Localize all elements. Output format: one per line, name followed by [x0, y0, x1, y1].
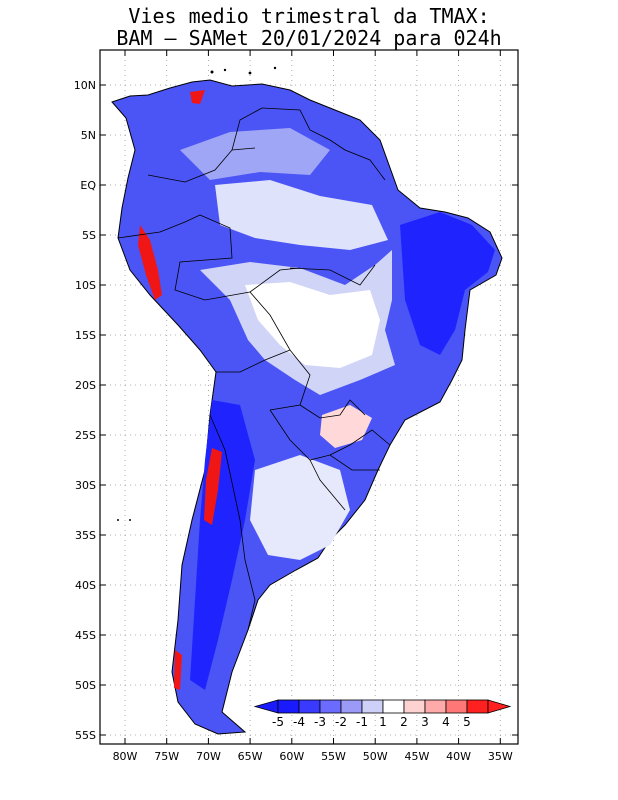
- colorbar-label: 1: [379, 715, 387, 729]
- colorbar-label: 3: [421, 715, 429, 729]
- country-borders: [117, 107, 391, 631]
- bias-region-light-south: [250, 455, 350, 560]
- lat-tick-label: 15S: [75, 329, 96, 342]
- chart-title-line2: BAM – SAMet 20/01/2024 para 024h: [116, 26, 502, 50]
- lat-tick-label: 45S: [75, 629, 96, 642]
- south-america-landmass: [111, 79, 503, 735]
- bias-map: [111, 66, 503, 735]
- longitude-labels: 80W 75W 70W 65W 60W 55W 50W 45W 40W 35W: [113, 750, 513, 763]
- lon-tick-label: 35W: [488, 750, 513, 763]
- colorbar-swatch: [424, 699, 447, 714]
- colorbar-arrow-low: [253, 699, 279, 714]
- colorbar-swatch: [445, 699, 468, 714]
- colorbar-swatch: [340, 699, 363, 714]
- lat-tick-label: 35S: [75, 529, 96, 542]
- lat-tick-label: 20S: [75, 379, 96, 392]
- colorbar-label: -5: [272, 715, 284, 729]
- colorbar-swatch: [403, 699, 426, 714]
- lon-tick-label: 45W: [404, 750, 429, 763]
- colorbar-swatch: [319, 699, 342, 714]
- colorbar-label: -2: [335, 715, 347, 729]
- lon-tick-label: 60W: [279, 750, 304, 763]
- lon-tick-label: 65W: [238, 750, 263, 763]
- lat-tick-label: 10S: [75, 279, 96, 292]
- lat-tick-label: 10N: [74, 79, 96, 92]
- lon-tick-label: 55W: [321, 750, 346, 763]
- lat-tick-label: EQ: [80, 179, 96, 192]
- lon-tick-label: 50W: [363, 750, 388, 763]
- colorbar-label: -3: [314, 715, 326, 729]
- lon-tick-label: 70W: [196, 750, 221, 763]
- colorbar: -5 -4 -3 -2 -1 1 2 3 4 5: [253, 699, 512, 729]
- bias-region-warm-andes: [138, 90, 222, 690]
- lon-tick-label: 40W: [446, 750, 471, 763]
- bias-region-strong-southwest: [190, 400, 255, 690]
- colorbar-label: -1: [356, 715, 368, 729]
- colorbar-arrow-high: [487, 699, 512, 714]
- bias-region-neutral-central: [245, 282, 380, 368]
- lat-tick-label: 50S: [75, 679, 96, 692]
- colorbar-swatch: [298, 699, 321, 714]
- caribbean-islands: [117, 66, 277, 521]
- lat-tick-label: 30S: [75, 479, 96, 492]
- colorbar-swatch: [382, 699, 405, 714]
- colorbar-label: 2: [400, 715, 408, 729]
- colorbar-swatch: [361, 699, 384, 714]
- lat-tick-label: 55S: [75, 729, 96, 742]
- colorbar-label: -4: [293, 715, 305, 729]
- lat-tick-label: 40S: [75, 579, 96, 592]
- chart-title-line1: Vies medio trimestral da TMAX:: [128, 4, 490, 28]
- bias-region-strong-northeast: [400, 212, 495, 355]
- lat-tick-label: 25S: [75, 429, 96, 442]
- latitude-labels: 10N 5N EQ 5S 10S 15S 20S 25S 30S 35S 40S 45S 50S 55S: [74, 79, 97, 742]
- lat-tick-label: 5N: [81, 129, 96, 142]
- axis-ticks: [100, 50, 518, 744]
- lon-tick-label: 75W: [154, 750, 179, 763]
- colorbar-swatch: [466, 699, 489, 714]
- colorbar-swatch: [277, 699, 300, 714]
- map-frame: [99, 49, 519, 745]
- colorbar-label: 5: [463, 715, 471, 729]
- lon-tick-label: 80W: [113, 750, 138, 763]
- colorbar-label: 4: [442, 715, 450, 729]
- lat-tick-label: 5S: [82, 229, 96, 242]
- bias-region-light-north: [215, 180, 388, 250]
